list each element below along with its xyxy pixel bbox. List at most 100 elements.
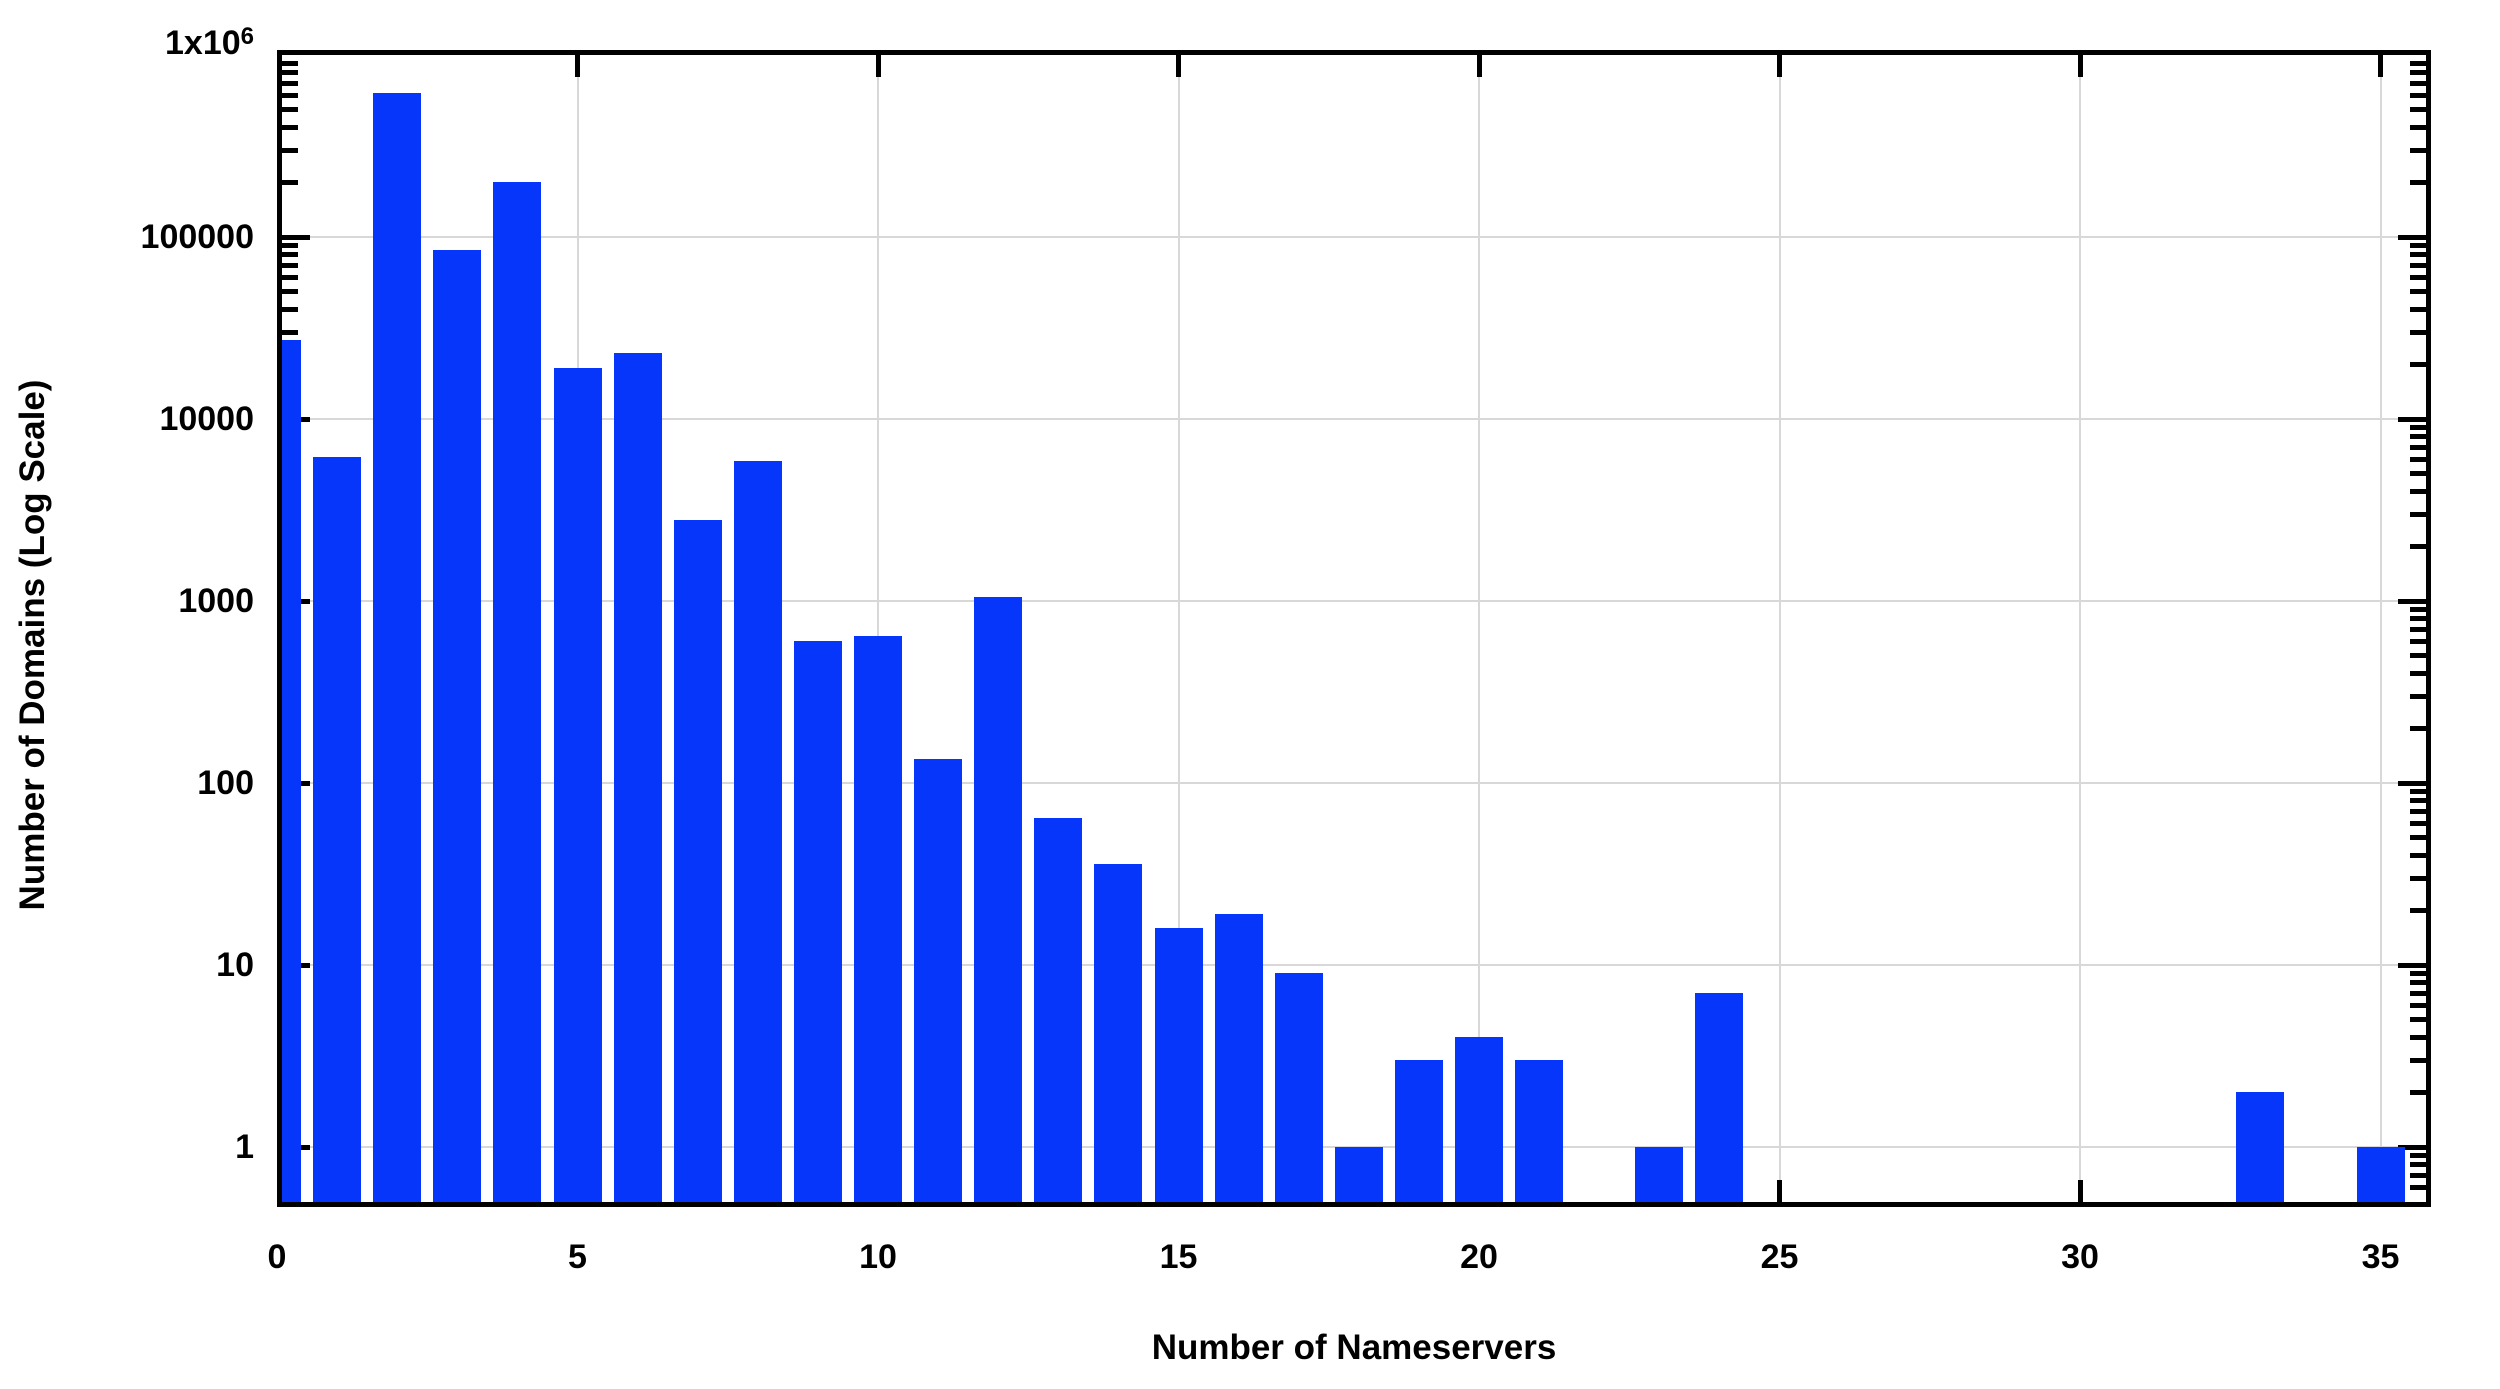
x-axis-title: Number of Nameservers [1151, 1328, 1557, 1367]
y-tick-label: 10000 [159, 400, 254, 438]
x-tick-label: 25 [1760, 1238, 1799, 1276]
bar-x6 [613, 353, 662, 1202]
y-axis-tick-right [2410, 262, 2426, 268]
y-axis-tick [282, 306, 298, 312]
y-gridline [282, 418, 2426, 420]
y-axis-tick-right [2410, 626, 2426, 632]
y-axis-tick-right [2410, 990, 2426, 996]
y-tick-label: 1000 [178, 582, 254, 620]
x-gridline [2379, 55, 2382, 1202]
y-axis-tick [282, 252, 298, 258]
y-axis-tick-right [2410, 80, 2426, 86]
x-tick-label: 30 [2061, 1238, 2099, 1276]
y-axis-tick-right [2410, 252, 2426, 258]
y-axis-tick [282, 92, 298, 98]
y-axis-tick-right [2398, 416, 2426, 422]
bar-x23 [1635, 1147, 1684, 1202]
y-axis-tick [282, 329, 298, 335]
y-gridline [282, 964, 2426, 966]
y-axis-tick-right [2410, 92, 2426, 98]
y-gridline [282, 782, 2426, 784]
y-axis-tick-right [2410, 653, 2426, 659]
x-tick-label: 10 [859, 1238, 897, 1276]
y-axis-tick [282, 107, 298, 113]
x-axis-tick-top [2077, 55, 2083, 77]
y-axis-tick-right [2410, 107, 2426, 113]
bar-x33 [2236, 1092, 2285, 1202]
bar-x17 [1274, 973, 1323, 1202]
y-gridline [282, 600, 2426, 602]
y-axis-tick-right [2410, 242, 2426, 248]
plot-area [282, 55, 2426, 1202]
y-gridline [282, 236, 2426, 238]
bar-x18 [1334, 1147, 1383, 1202]
x-axis-tick-top [2378, 55, 2383, 77]
y-axis-tick-right [2410, 820, 2426, 826]
x-tick-label: 35 [2361, 1238, 2400, 1276]
y-tick-label: 100 [197, 764, 254, 802]
bar-x3 [433, 249, 482, 1202]
y-axis-tick-right [2410, 693, 2426, 699]
y-axis-tick-right [2410, 511, 2426, 517]
x-axis-tick-top [875, 55, 881, 77]
x-gridline [877, 55, 879, 1202]
x-axis-tick-top [1176, 55, 1181, 77]
y-axis-tick-right [2410, 1184, 2426, 1190]
bar-x19 [1394, 1060, 1443, 1202]
bar-x0 [282, 340, 301, 1202]
y-axis-tick [282, 274, 298, 280]
y-tick-label: 1x106 [165, 23, 254, 62]
y-axis-tick [282, 70, 298, 76]
y-axis-tick [282, 80, 298, 86]
y-axis-tick-right [2410, 970, 2426, 976]
y-axis-tick-right [2398, 598, 2426, 604]
bar-x7 [673, 519, 722, 1202]
y-axis-tick-right [2410, 852, 2426, 858]
y-axis-tick-right [2410, 179, 2426, 185]
y-axis-title: Number of Domains (Log Scale) [13, 379, 52, 911]
x-tick-label: 15 [1159, 1238, 1198, 1276]
y-axis-tick-right [2410, 488, 2426, 494]
plot-frame [277, 50, 2431, 1207]
bar-x10 [854, 636, 902, 1202]
y-axis-tick [282, 234, 310, 240]
y-axis-tick [282, 289, 298, 295]
x-gridline [1478, 55, 1480, 1202]
y-axis-tick-right [2410, 907, 2426, 913]
bar-x35 [2356, 1147, 2405, 1202]
y-axis-tick-right [2410, 1089, 2426, 1095]
y-axis-tick-right [2410, 980, 2426, 986]
y-axis-tick-right [2410, 638, 2426, 644]
y-tick-label: 100000 [140, 218, 254, 256]
x-tick-label: 20 [1460, 1238, 1498, 1276]
y-axis-tick-right [2410, 147, 2426, 153]
y-axis-tick-right [2410, 798, 2426, 804]
y-axis-tick-right [2410, 60, 2426, 66]
y-axis-tick-right [2410, 1002, 2426, 1008]
x-tick-label: 0 [267, 1238, 287, 1276]
y-axis-tick-right [2398, 234, 2426, 240]
y-axis-tick-right [2410, 875, 2426, 881]
y-axis-tick-right [2410, 606, 2426, 612]
y-tick-label: 1 [235, 1128, 254, 1166]
y-axis-tick-right [2410, 670, 2426, 676]
y-axis-tick-right [2410, 1017, 2426, 1023]
y-axis-tick-right [2410, 329, 2426, 335]
x-axis-tick-top [575, 55, 580, 77]
y-axis-tick [282, 242, 298, 248]
x-axis-tick-top [1777, 55, 1782, 77]
y-axis-tick-right [2410, 306, 2426, 312]
y-axis-tick-right [2410, 434, 2426, 440]
bar-x4 [493, 182, 542, 1202]
y-axis-tick-right [2410, 424, 2426, 430]
bar-x9 [793, 641, 842, 1202]
y-axis-tick [282, 60, 298, 66]
y-axis-tick [282, 124, 298, 130]
y-axis-tick-right [2410, 289, 2426, 295]
bar-x21 [1515, 1060, 1564, 1202]
bar-x2 [373, 92, 422, 1202]
bar-x16 [1214, 914, 1263, 1202]
y-axis-tick-right [2410, 456, 2426, 462]
x-tick-label: 5 [568, 1238, 587, 1276]
